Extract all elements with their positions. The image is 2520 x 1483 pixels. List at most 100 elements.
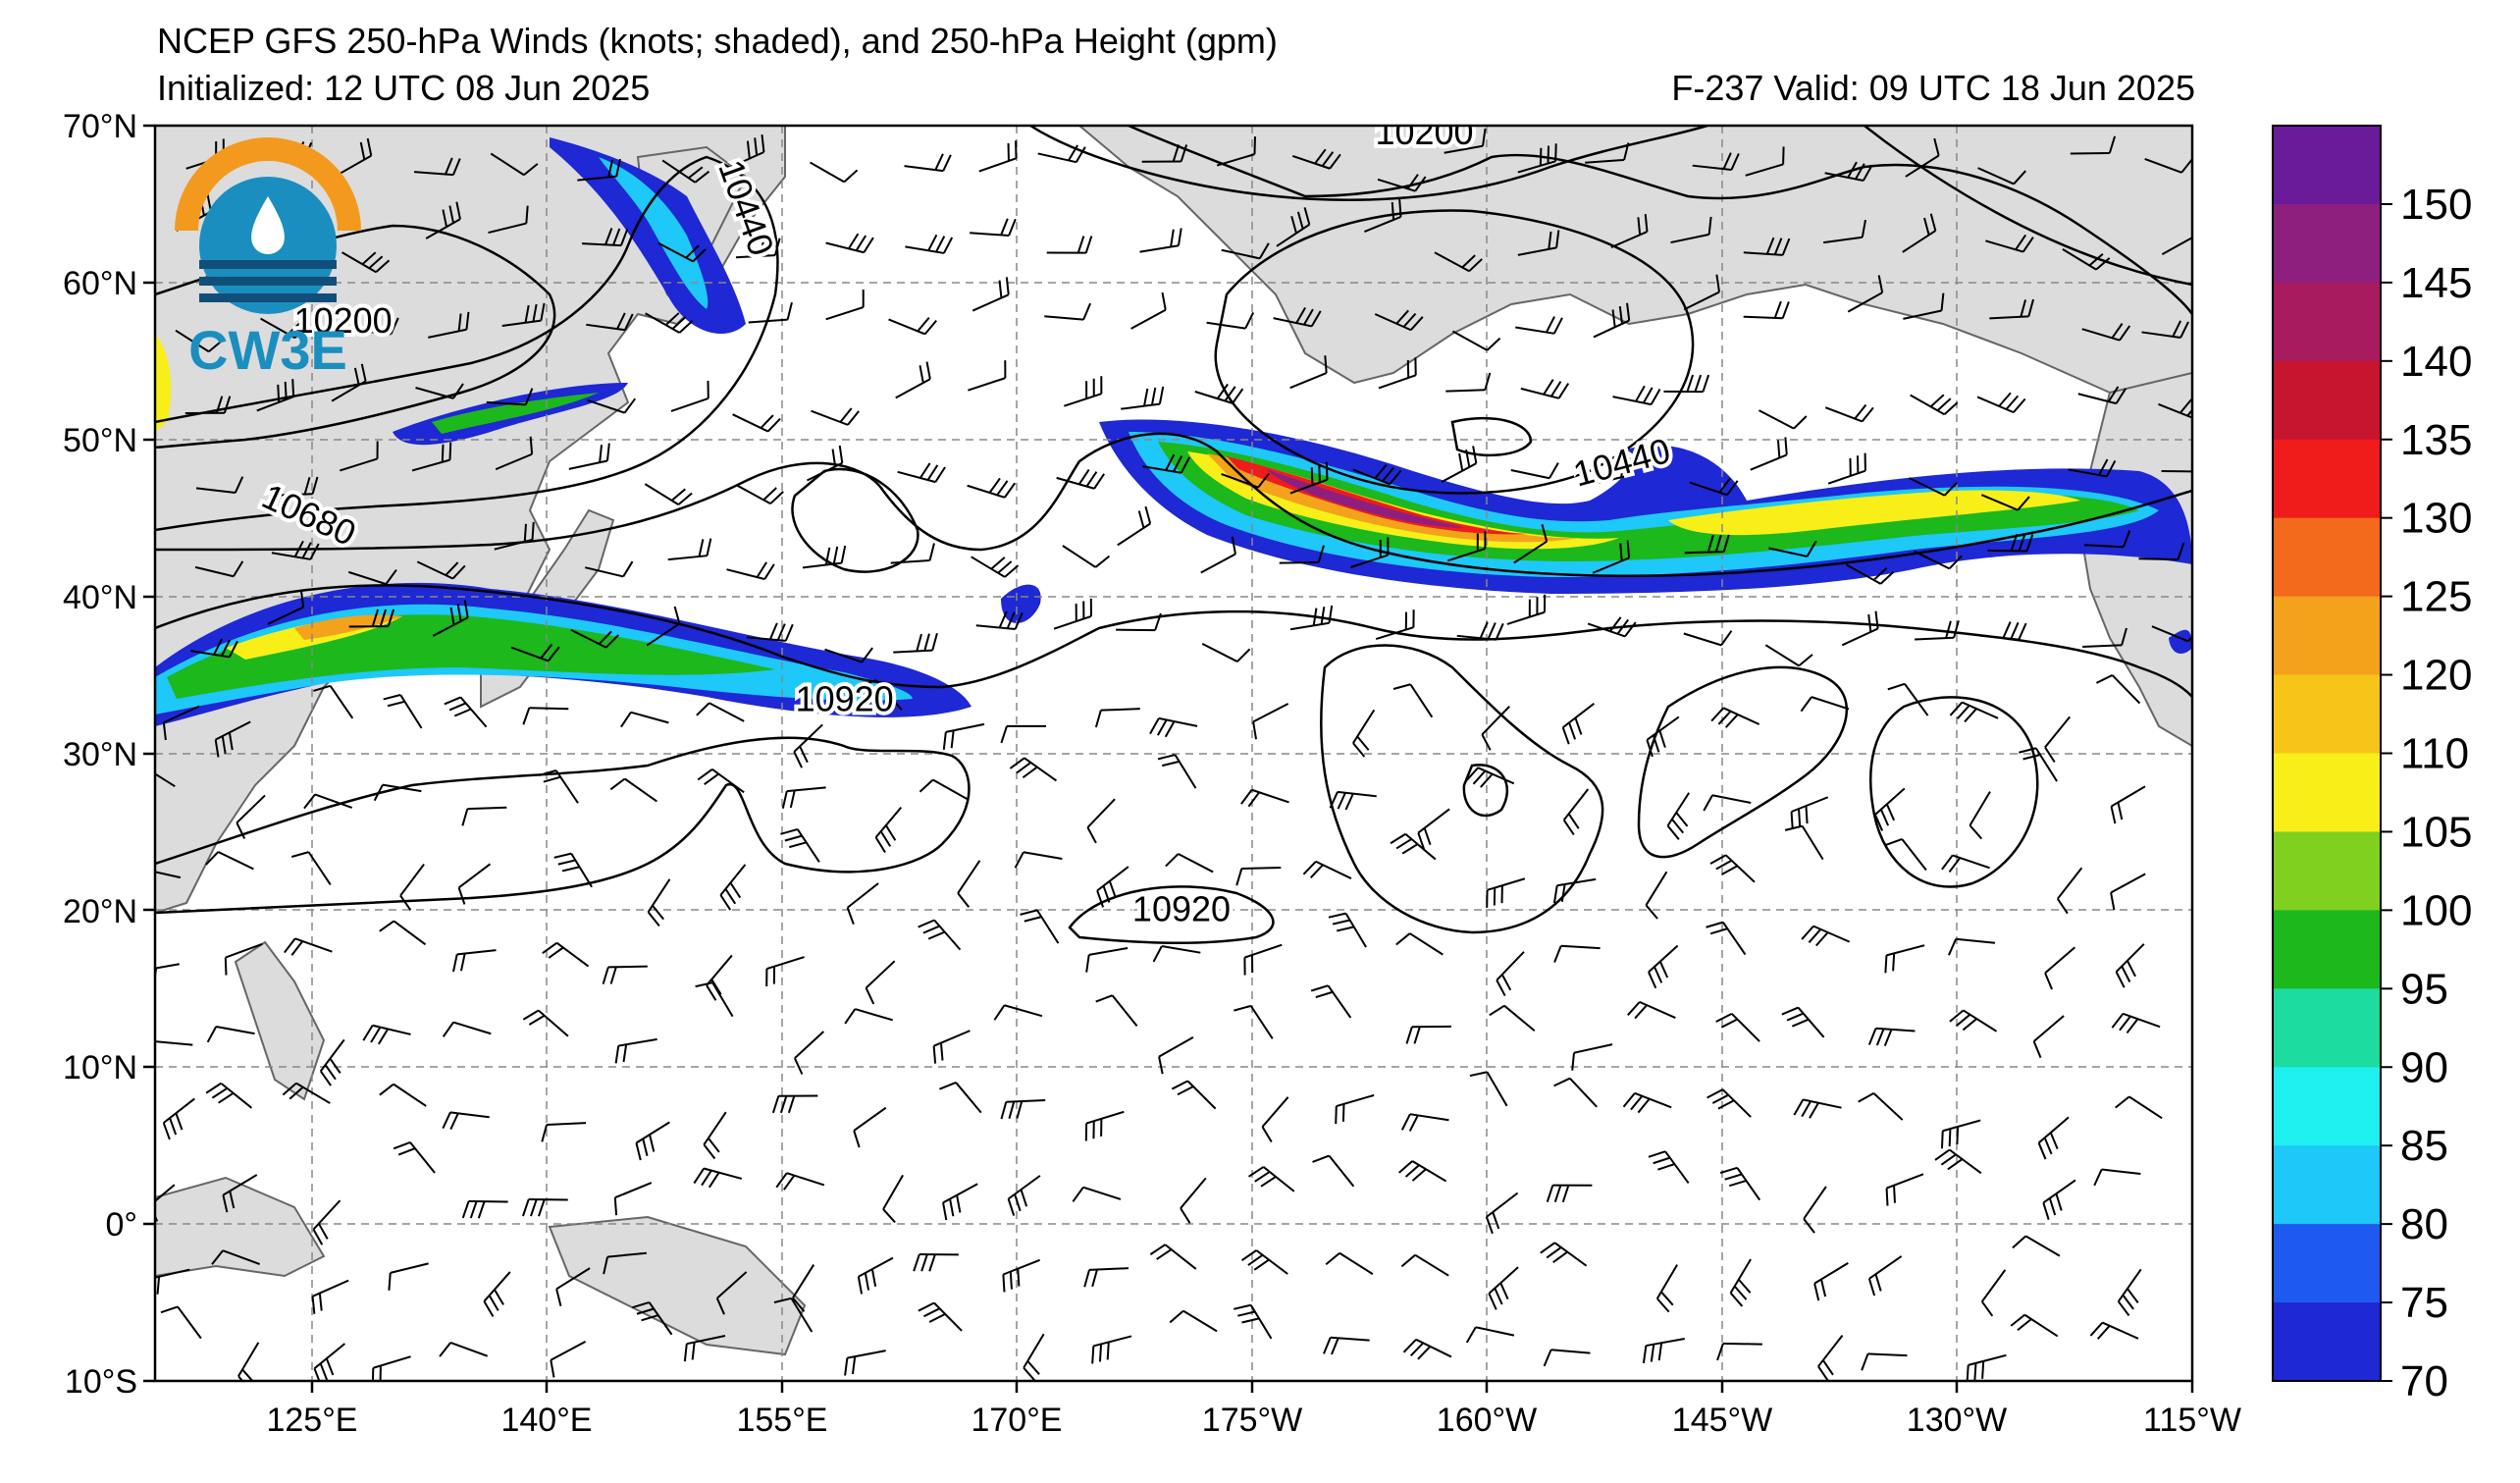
contour-small-center [1462, 764, 1509, 818]
wind-barb [657, 241, 707, 263]
wind-barb [284, 937, 333, 956]
logo-text: CW3E [188, 319, 347, 381]
wind-barb [1655, 1264, 1679, 1313]
wind-barb [1520, 379, 1570, 399]
wind-barb [155, 871, 182, 879]
contour-low-gulf-inner [1450, 416, 1533, 457]
wind-barb [1909, 477, 1958, 497]
wind-barb [1481, 706, 1510, 751]
lon-label: 115°W [2143, 1402, 2241, 1439]
wind-barb [1083, 1267, 1129, 1288]
wind-barb [340, 441, 379, 472]
wind-barb [1759, 409, 1808, 430]
wind-barb [1064, 376, 1103, 407]
wind-barb [290, 851, 332, 885]
wind-barb [1329, 790, 1377, 811]
wind-barb [2151, 625, 2192, 643]
wind-barb [522, 1009, 569, 1037]
wind-barb [1489, 1004, 1536, 1033]
jet-pacific-105kt-east [1668, 490, 2080, 536]
wind-barb [383, 694, 423, 729]
wind-barb [2161, 218, 2192, 255]
wind-barb [942, 1183, 978, 1221]
wind-barb [1592, 540, 1631, 574]
wind-barb [1096, 866, 1129, 908]
wind-barb [1800, 696, 1850, 713]
wind-barb [781, 786, 826, 809]
wind-barb [214, 720, 251, 758]
chart-title: NCEP GFS 250-hPa Winds (knots; shaded), … [157, 21, 1278, 61]
wind-barb [205, 851, 254, 871]
logo-drop-icon [251, 196, 285, 254]
wind-barb [494, 521, 535, 551]
wind-barb [1546, 1184, 1593, 1203]
colorbar-label: 150 [2400, 181, 2472, 229]
wind-barb [432, 600, 469, 637]
wind-barb [373, 783, 422, 802]
jet-asia-120kt [294, 614, 402, 640]
wind-barb [488, 205, 529, 235]
wind-barb [1683, 274, 1721, 311]
wind-barb [645, 312, 694, 334]
wind-barb [1234, 1004, 1274, 1039]
wind-barb [205, 1082, 253, 1109]
contour-10200-west [155, 224, 556, 450]
wind-barb [661, 159, 710, 184]
wind-barb [1858, 1091, 1904, 1121]
wind-barb [1157, 754, 1197, 789]
wind-barb [194, 560, 244, 578]
wind-barb [971, 277, 1010, 312]
wind-barb [1885, 838, 1927, 872]
lat-label: 50°N [63, 422, 137, 459]
wind-barb [1847, 275, 1884, 313]
wind-barb [620, 711, 669, 728]
wind-barbs [155, 128, 2192, 1381]
wind-barb [1171, 1080, 1217, 1110]
wind-barb [715, 1271, 748, 1315]
wind-barb [1610, 214, 1649, 248]
wind-barb [1506, 594, 1547, 625]
wind-barb [1023, 1333, 1045, 1381]
wind-barb [2110, 785, 2146, 824]
wind-barb [1117, 505, 1152, 547]
wind-barb [1446, 531, 1487, 562]
wind-barb [1934, 1148, 1982, 1175]
wind-barb [160, 1305, 202, 1340]
colorbar-swatch [2273, 203, 2381, 284]
wind-barb [1915, 620, 1960, 641]
lon-label: 125°E [266, 1402, 357, 1439]
wind-barb [461, 1199, 508, 1219]
wind-barb [1969, 791, 1991, 840]
wind-barb [635, 1121, 670, 1161]
wind-barb [825, 290, 865, 321]
wind-barb [2115, 1095, 2163, 1120]
wind-barb [303, 793, 352, 810]
colorbar-label: 100 [2400, 886, 2472, 934]
wind-barb [1390, 832, 1437, 861]
wind-barb [732, 413, 781, 433]
wind-barb [1824, 161, 1873, 182]
wind-barb [415, 383, 464, 399]
wind-barb [1417, 808, 1450, 850]
wind-barb [1240, 1249, 1288, 1275]
jet-west-edge [155, 334, 172, 432]
colorbar-label: 145 [2400, 259, 2472, 307]
wind-barb [2062, 247, 2111, 271]
wind-barb [697, 768, 745, 794]
wind-barb [1646, 715, 1680, 758]
wind-barb [495, 436, 534, 471]
wind-barb [1261, 1096, 1289, 1142]
wind-shading [155, 137, 2192, 726]
wind-barb [1977, 167, 2026, 185]
wind-barb [155, 1268, 190, 1295]
wind-barb [1364, 198, 1402, 233]
colorbar-swatch [2273, 988, 2381, 1068]
wind-barb [541, 1122, 587, 1142]
wind-barb [882, 1174, 904, 1224]
wind-barb [319, 1038, 345, 1086]
wind-barb [806, 445, 844, 482]
colorbar-label: 120 [2400, 652, 2472, 700]
wind-barb [379, 1083, 427, 1107]
wind-barb [1312, 1154, 1355, 1188]
wind-barb [348, 568, 397, 586]
